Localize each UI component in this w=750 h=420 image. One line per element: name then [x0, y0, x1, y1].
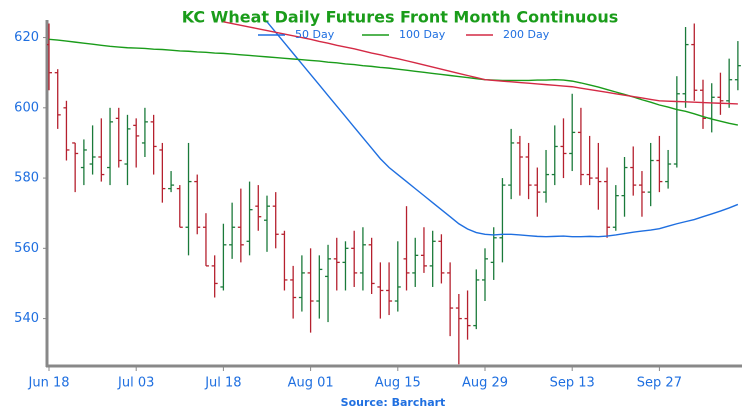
y-tick-label: 620	[14, 30, 39, 45]
y-tick-label: 600	[14, 100, 39, 115]
legend-label: 50 Day	[295, 28, 335, 41]
x-tick-label: Aug 15	[375, 376, 421, 391]
chart-title: KC Wheat Daily Futures Front Month Conti…	[182, 8, 619, 27]
moving-average-line	[266, 21, 739, 238]
x-tick-label: Jun 18	[28, 376, 70, 391]
x-tick-label: Sep 13	[550, 376, 595, 391]
y-tick-label: 580	[14, 171, 39, 186]
moving-average-line	[223, 21, 738, 105]
y-tick-label: 540	[14, 311, 39, 326]
x-tick-label: Jul 03	[117, 376, 154, 391]
legend-label: 100 Day	[399, 28, 446, 41]
x-tick-label: Sep 27	[637, 376, 682, 391]
legend-label: 200 Day	[503, 28, 550, 41]
x-tick-label: Aug 29	[462, 376, 508, 391]
moving-average-line	[48, 38, 739, 126]
y-tick-label: 560	[14, 241, 39, 256]
x-tick-label: Aug 01	[288, 376, 334, 391]
x-tick-label: Jul 18	[204, 376, 241, 391]
source: Source: Barchart	[341, 396, 446, 409]
plot-area	[47, 21, 741, 365]
